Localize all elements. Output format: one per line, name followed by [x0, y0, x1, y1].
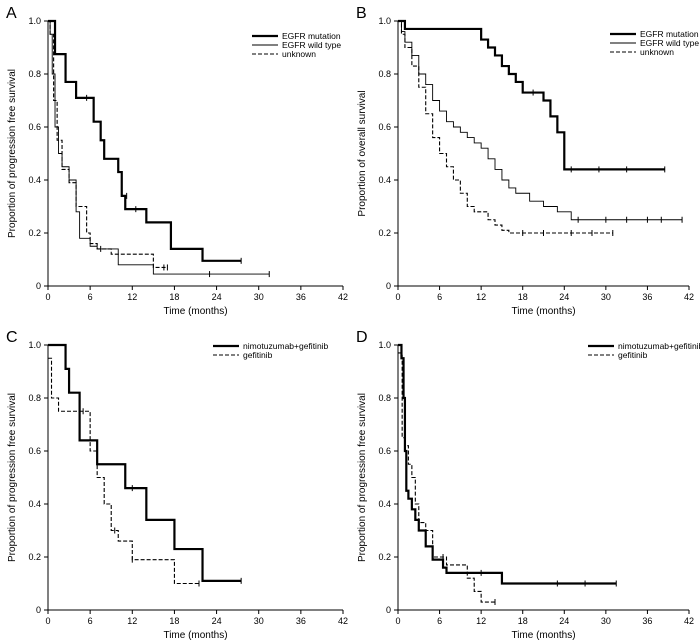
panel-d: D 0 6 12 18 24 30 36 42 0 0.2 0.4 0.6 0.8 1.0 Time (mon… [356, 329, 700, 641]
x-tick-label: 30 [254, 292, 264, 302]
y-axis-label: Proportion of progression free survival [7, 69, 18, 238]
y-tick-label: 0.8 [378, 69, 391, 79]
series-curve-2 [398, 20, 613, 234]
x-axis-label: Time (months) [511, 306, 575, 317]
x-tick-label: 36 [296, 616, 306, 626]
legend-label: nimotuzumab+gefitinib [243, 341, 329, 351]
y-tick-label: 0.6 [28, 446, 41, 456]
legend-label: EGFR wild type [640, 38, 699, 48]
y-tick-label: 1.0 [378, 340, 391, 350]
y-tick-label: 0 [36, 281, 41, 291]
y-tick-label: 0.6 [378, 122, 391, 132]
x-tick-label: 0 [395, 292, 400, 302]
y-tick-label: 0.2 [378, 228, 391, 238]
x-tick-label: 36 [296, 292, 306, 302]
x-tick-label: 24 [212, 292, 222, 302]
legend-label: nimotuzumab+gefitinib [618, 341, 700, 351]
panel-c: C 0 6 12 18 24 30 36 42 0 0.2 0.4 0.6 0.8 1.0 Time (mon… [6, 329, 348, 641]
x-tick-label: 42 [338, 616, 348, 626]
y-tick-label: 0 [386, 281, 391, 291]
x-tick-label: 18 [518, 292, 528, 302]
x-tick-label: 6 [88, 616, 93, 626]
x-axis-label: Time (months) [163, 630, 227, 641]
x-axis-label: Time (months) [163, 306, 227, 317]
x-tick-label: 12 [476, 616, 486, 626]
panel-letter: D [356, 329, 368, 346]
series-curve-1 [398, 20, 683, 221]
x-tick-label: 18 [169, 292, 179, 302]
x-tick-label: 12 [476, 292, 486, 302]
x-tick-label: 0 [45, 292, 50, 302]
panel-letter: A [6, 5, 17, 22]
legend-label: gefitinib [618, 350, 648, 360]
y-tick-label: 0.4 [378, 499, 391, 509]
legend-label: EGFR mutation [282, 31, 341, 41]
y-tick-label: 0.4 [28, 499, 41, 509]
y-tick-label: 0.4 [28, 175, 41, 185]
panel-b: B 0 6 12 18 24 30 36 42 0 0.2 0.4 0.6 0.8 1.0 Time (mon… [356, 5, 699, 317]
x-tick-label: 6 [88, 292, 93, 302]
x-tick-label: 30 [254, 616, 264, 626]
x-tick-label: 12 [127, 292, 137, 302]
series-curve-0 [48, 19, 242, 262]
x-tick-label: 0 [45, 616, 50, 626]
y-tick-label: 0.2 [28, 552, 41, 562]
x-axis-label: Time (months) [511, 630, 575, 641]
y-axis-label: Proportion of overall survival [357, 90, 368, 216]
y-tick-label: 1.0 [378, 16, 391, 26]
y-tick-label: 0.6 [28, 122, 41, 132]
series-curve-1 [48, 357, 200, 585]
panel-letter: C [6, 329, 18, 346]
x-tick-label: 42 [338, 292, 348, 302]
x-tick-label: 18 [169, 616, 179, 626]
series-curve-1 [398, 352, 495, 603]
x-tick-label: 42 [684, 616, 694, 626]
series-curve-0 [398, 343, 617, 585]
series-curve-0 [398, 19, 665, 171]
legend-label: gefitinib [243, 350, 273, 360]
series-curve-1 [48, 20, 270, 275]
y-tick-label: 0.2 [28, 228, 41, 238]
series-curve-2 [48, 20, 168, 268]
y-tick-label: 0.8 [28, 69, 41, 79]
y-tick-label: 0.4 [378, 175, 391, 185]
y-tick-label: 1.0 [28, 16, 41, 26]
x-tick-label: 30 [601, 292, 611, 302]
legend-label: EGFR mutation [640, 29, 699, 39]
panel-a: A 0 6 12 18 24 30 36 42 0 0.2 0.4 0.6 0.8 1.0 Time (mon… [6, 5, 348, 317]
x-tick-label: 6 [437, 292, 442, 302]
y-tick-label: 0 [36, 605, 41, 615]
x-tick-label: 36 [642, 292, 652, 302]
x-tick-label: 12 [127, 616, 137, 626]
y-tick-label: 0.6 [378, 446, 391, 456]
y-tick-label: 0.2 [378, 552, 391, 562]
x-tick-label: 24 [559, 616, 569, 626]
legend-label: unknown [282, 49, 316, 59]
y-tick-label: 1.0 [28, 340, 41, 350]
y-tick-label: 0.8 [28, 393, 41, 403]
legend-label: unknown [640, 47, 674, 57]
y-axis-label: Proportion of progression free survival [357, 393, 368, 562]
x-tick-label: 6 [437, 616, 442, 626]
y-tick-label: 0.8 [378, 393, 391, 403]
y-tick-label: 0 [386, 605, 391, 615]
x-tick-label: 18 [518, 616, 528, 626]
x-tick-label: 36 [642, 616, 652, 626]
panel-letter: B [356, 5, 367, 22]
x-tick-label: 42 [684, 292, 694, 302]
legend-label: EGFR wild type [282, 40, 341, 50]
x-tick-label: 0 [395, 616, 400, 626]
x-tick-label: 24 [212, 616, 222, 626]
x-tick-label: 24 [559, 292, 569, 302]
series-curve-0 [48, 343, 242, 582]
y-axis-label: Proportion of progression free survival [7, 393, 18, 562]
x-tick-label: 30 [601, 616, 611, 626]
